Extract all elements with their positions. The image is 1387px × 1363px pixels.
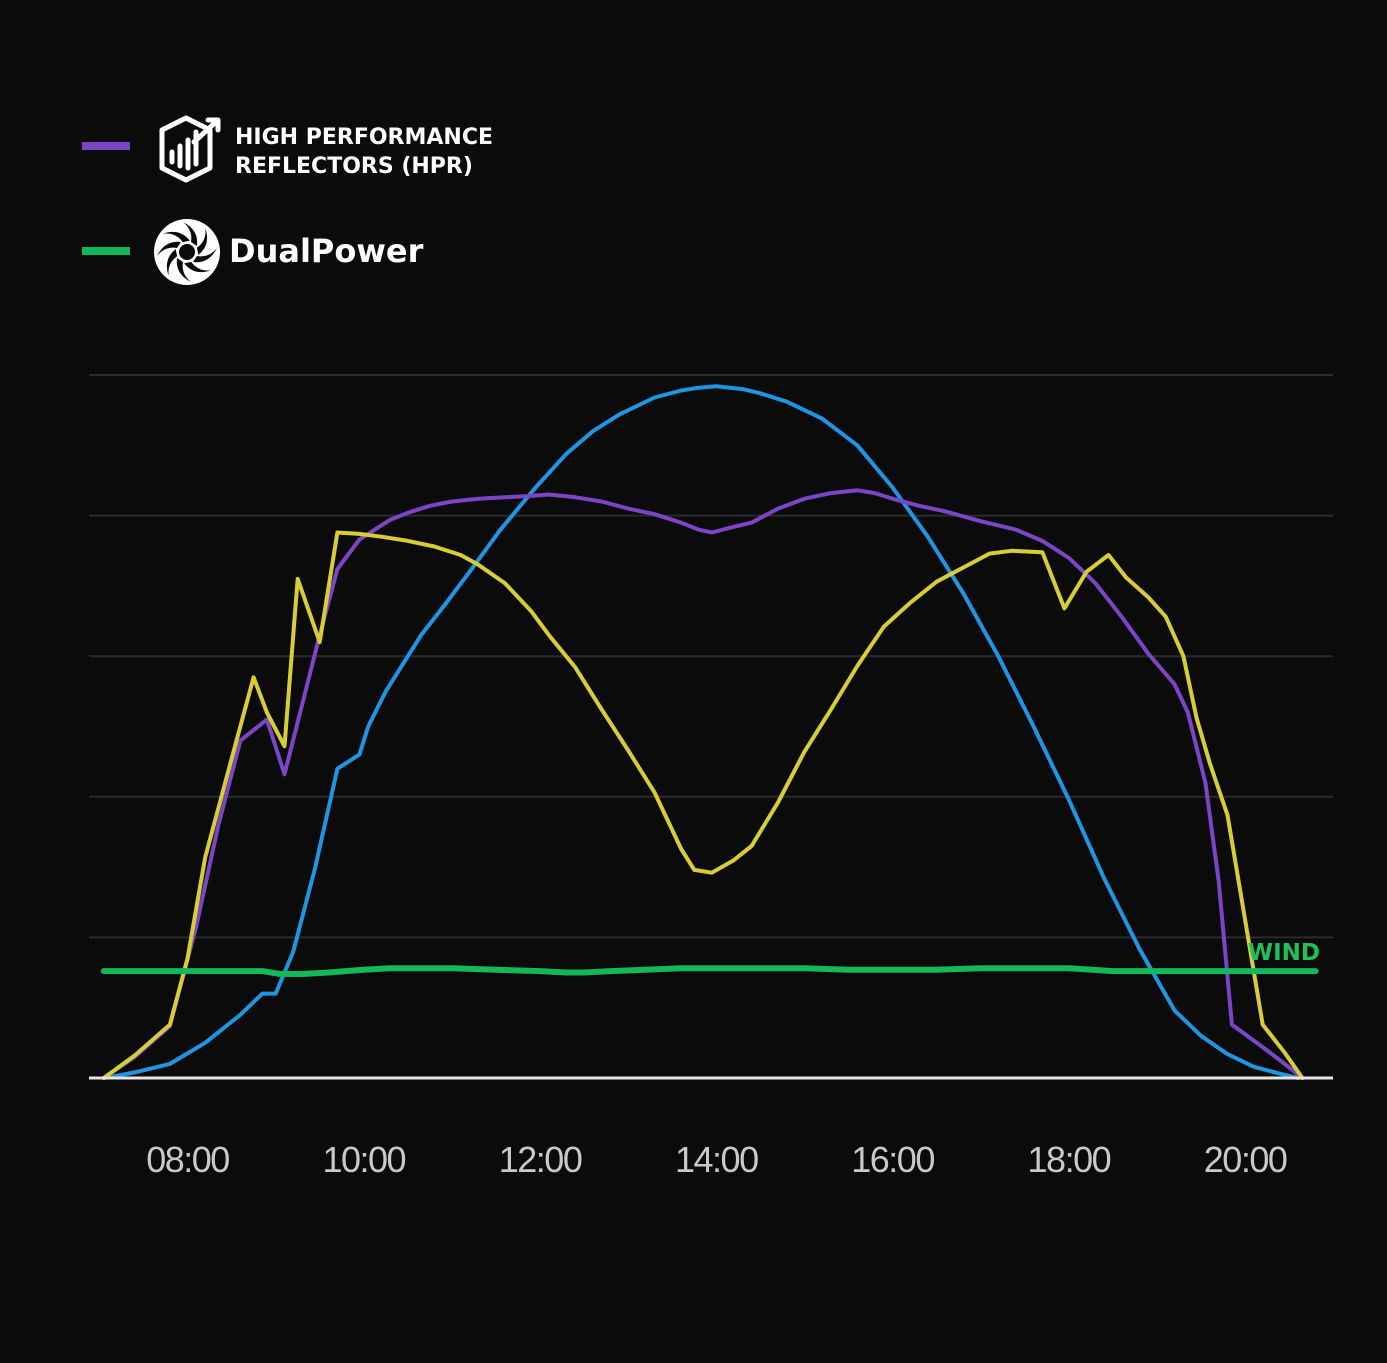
series-lines: [100, 384, 1319, 1080]
x-tick-label: 14:00: [675, 1139, 758, 1180]
x-tick-label: 18:00: [1028, 1139, 1111, 1180]
x-tick-label: 10:00: [322, 1139, 405, 1180]
bar-chart-growth-icon: [159, 115, 221, 183]
series-line-blue: [101, 384, 1300, 1080]
legend-label-hpr-line2: REFLECTORS (HPR): [235, 154, 473, 179]
x-tick-label: 08:00: [146, 1139, 229, 1180]
series-line-dualpower: [100, 965, 1319, 977]
series-line-yellow: [101, 530, 1305, 1080]
x-tick-label: 16:00: [851, 1139, 934, 1180]
wind-label: WIND: [1248, 940, 1320, 966]
x-tick-label: 20:00: [1204, 1139, 1287, 1180]
x-axis-tick-labels: 08:00 10:00 12:00 14:00 16:00 18:00 20:00: [146, 1139, 1288, 1180]
legend-label-dualpower: DualPower: [229, 232, 424, 270]
legend-label-hpr-line1: HIGH PERFORMANCE: [235, 125, 493, 150]
legend: HIGH PERFORMANCE REFLECTORS (HPR) DualPo…: [82, 115, 493, 285]
x-tick-label: 12:00: [499, 1139, 582, 1180]
aperture-turbine-icon: [154, 219, 220, 285]
